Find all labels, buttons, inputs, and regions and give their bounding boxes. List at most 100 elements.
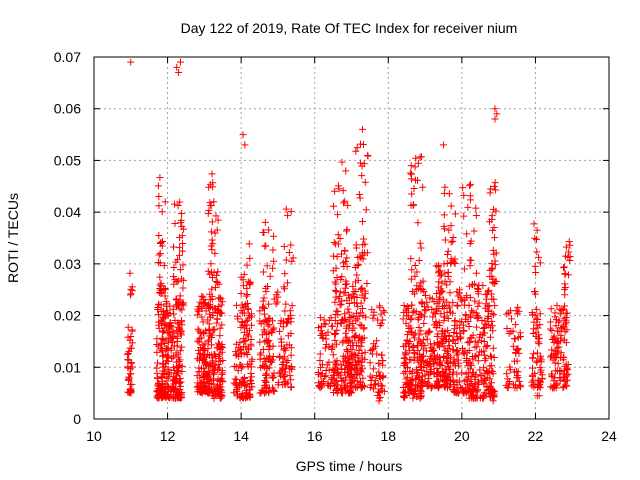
data-point	[332, 330, 340, 338]
data-point	[210, 326, 218, 334]
data-point	[243, 331, 251, 339]
x-tick-label: 16	[307, 428, 323, 444]
data-point	[331, 278, 339, 286]
data-point	[208, 218, 216, 226]
data-point	[218, 340, 226, 348]
data-point	[409, 390, 417, 398]
data-point	[447, 202, 455, 210]
data-point	[400, 359, 408, 367]
data-point	[275, 353, 283, 361]
data-point	[440, 353, 448, 361]
data-point	[562, 243, 570, 251]
data-point	[509, 342, 517, 350]
data-point	[156, 250, 164, 258]
y-tick-label: 0.02	[54, 308, 81, 324]
data-point	[463, 230, 471, 238]
data-point	[366, 359, 374, 367]
data-point	[242, 386, 250, 394]
data-point	[488, 379, 496, 387]
data-point	[172, 388, 180, 396]
data-point	[242, 292, 250, 300]
data-point	[358, 365, 366, 373]
data-point	[356, 357, 364, 365]
data-point	[334, 366, 342, 373]
data-point	[156, 273, 164, 281]
data-point	[247, 321, 255, 329]
data-point	[490, 224, 498, 232]
data-point	[489, 344, 497, 352]
data-point	[434, 261, 442, 269]
data-point	[475, 281, 483, 289]
data-point	[466, 192, 474, 200]
data-point	[460, 212, 468, 220]
data-point	[201, 370, 209, 378]
data-point	[238, 363, 246, 371]
data-point	[450, 368, 458, 376]
data-point	[433, 332, 441, 340]
data-point	[161, 292, 169, 300]
data-point	[537, 366, 545, 374]
data-point	[353, 294, 361, 302]
data-point	[259, 297, 267, 305]
data-point	[357, 362, 365, 370]
data-point	[177, 275, 185, 283]
data-point	[208, 285, 216, 293]
y-tick-label: 0.04	[54, 204, 81, 220]
data-point	[345, 388, 353, 396]
data-point	[216, 308, 224, 316]
x-tick-label: 18	[380, 428, 396, 444]
data-point	[403, 331, 411, 339]
data-point	[156, 174, 164, 182]
data-point	[493, 110, 501, 118]
data-point	[462, 315, 470, 323]
data-point	[375, 359, 383, 367]
data-point	[334, 386, 342, 394]
data-point	[232, 348, 240, 356]
data-point	[563, 372, 571, 380]
data-point	[547, 305, 555, 313]
data-point	[179, 261, 187, 269]
data-point	[402, 379, 410, 387]
data-point	[406, 356, 414, 364]
data-point	[265, 320, 273, 328]
data-point	[418, 366, 426, 374]
data-point	[532, 268, 540, 276]
data-point	[318, 331, 326, 339]
data-point	[414, 369, 422, 377]
data-point	[563, 365, 571, 373]
data-point	[456, 318, 464, 326]
data-point	[531, 234, 539, 242]
data-point	[412, 308, 420, 316]
data-point	[414, 159, 422, 167]
data-point	[408, 266, 416, 274]
data-point	[432, 323, 440, 331]
data-point	[451, 317, 459, 325]
data-point	[441, 313, 449, 321]
data-point	[287, 351, 295, 359]
data-point	[560, 302, 568, 310]
data-point	[154, 306, 162, 314]
data-point	[331, 298, 339, 306]
data-point	[466, 262, 474, 270]
data-point	[331, 336, 339, 344]
data-point	[460, 191, 468, 199]
data-point	[208, 170, 216, 178]
data-point	[505, 329, 513, 337]
data-point	[465, 346, 473, 354]
data-point	[446, 353, 454, 361]
data-point	[342, 329, 350, 337]
data-point	[353, 144, 361, 152]
data-point	[416, 239, 424, 247]
data-point	[561, 270, 569, 278]
data-point	[257, 320, 265, 328]
data-point	[548, 370, 556, 378]
data-point	[209, 311, 217, 319]
data-point	[440, 260, 448, 268]
data-point	[480, 389, 488, 397]
data-point	[176, 234, 184, 242]
data-point	[463, 292, 471, 300]
data-point	[332, 361, 340, 369]
data-point	[401, 394, 409, 402]
data-point	[158, 334, 166, 342]
data-point	[459, 184, 467, 192]
